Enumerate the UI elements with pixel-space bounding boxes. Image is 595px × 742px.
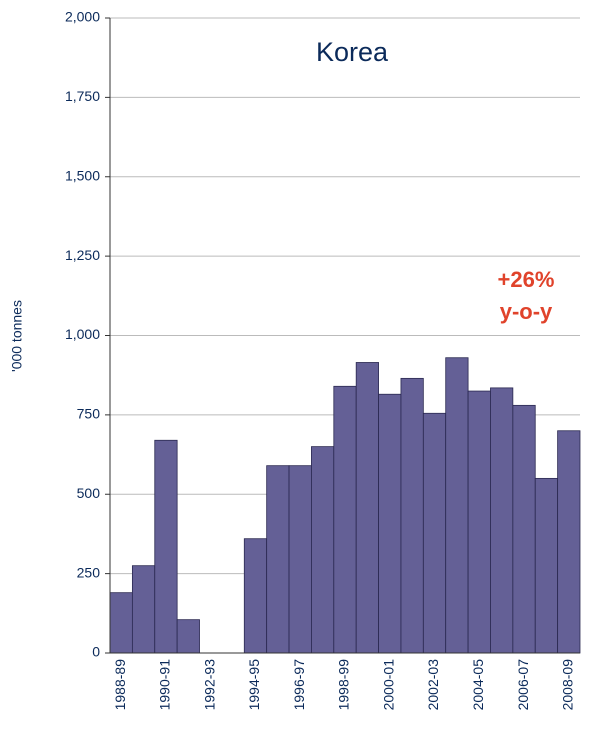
y-tick-label: 1,750 xyxy=(65,88,100,104)
y-tick-label: 1,500 xyxy=(65,167,100,183)
y-tick-label: 1,250 xyxy=(65,247,100,263)
x-tick-label: 2006-07 xyxy=(515,659,531,711)
annotation: y-o-y xyxy=(500,299,553,324)
x-tick-label: 2008-09 xyxy=(560,659,576,711)
x-tick-label: 2000-01 xyxy=(380,659,396,711)
x-tick-label: 2002-03 xyxy=(425,659,441,711)
y-tick-label: 0 xyxy=(92,644,100,660)
bar xyxy=(288,465,312,654)
bar xyxy=(534,477,559,654)
y-tick-label: 2,000 xyxy=(65,9,100,25)
y-tick-label: 250 xyxy=(77,564,101,580)
x-tick-label: 1998-99 xyxy=(336,659,352,711)
bar xyxy=(422,412,447,654)
y-tick-label: 500 xyxy=(77,485,101,501)
bar xyxy=(311,446,335,654)
bar xyxy=(445,357,469,654)
bar xyxy=(355,362,379,654)
bar xyxy=(512,404,536,654)
bar xyxy=(154,439,178,654)
x-tick-label: 1994-95 xyxy=(246,659,262,711)
bar xyxy=(557,430,581,654)
bar xyxy=(131,565,156,654)
chart-title: Korea xyxy=(316,37,389,67)
bar xyxy=(109,592,133,654)
x-tick-label: 1990-91 xyxy=(157,659,173,711)
x-tick-label: 1992-93 xyxy=(201,659,217,711)
x-tick-label: 2004-05 xyxy=(470,659,486,711)
bar xyxy=(378,393,402,654)
bar xyxy=(490,387,514,654)
y-tick-label: 1,000 xyxy=(65,326,100,342)
bar xyxy=(467,390,491,654)
bar xyxy=(176,619,200,654)
bar xyxy=(243,538,268,654)
annotation: +26% xyxy=(498,267,555,292)
bar xyxy=(400,377,424,654)
bar xyxy=(333,385,357,654)
y-axis-label: '000 tonnes xyxy=(9,300,25,372)
y-tick-label: 750 xyxy=(77,406,101,422)
x-tick-label: 1988-89 xyxy=(112,659,128,711)
x-tick-label: 1996-97 xyxy=(291,659,307,711)
bar xyxy=(266,465,290,654)
